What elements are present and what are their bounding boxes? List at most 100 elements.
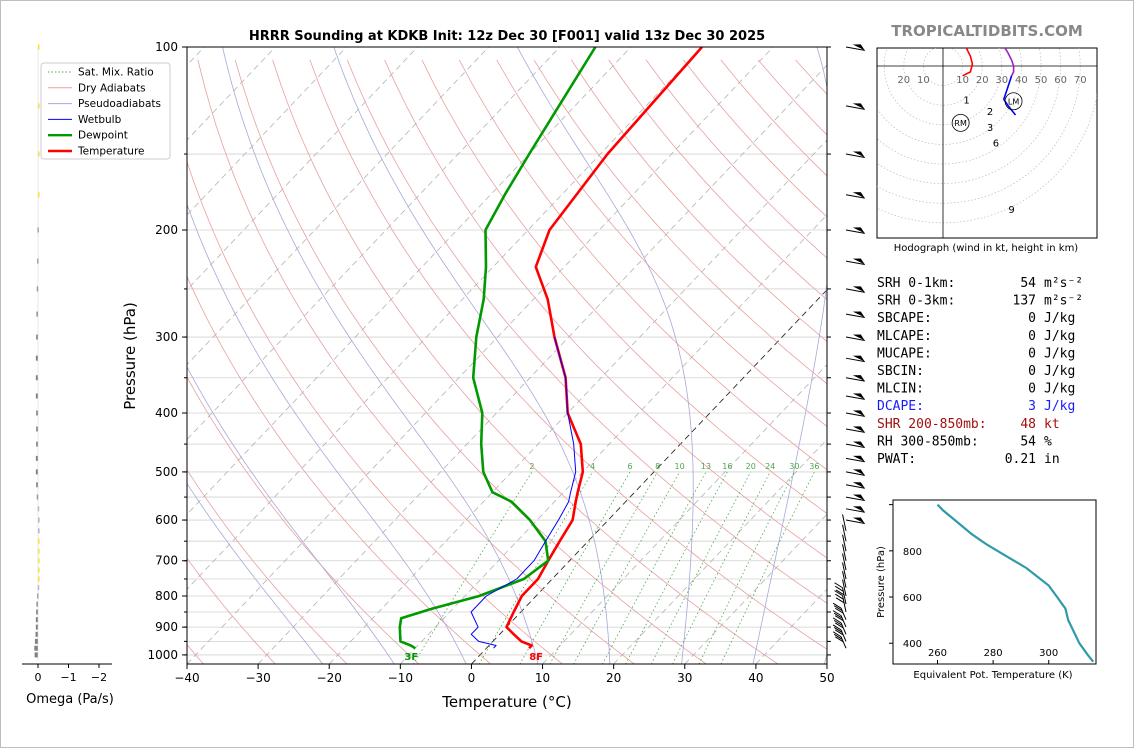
wind-barb-feather	[834, 629, 844, 636]
theta-e-y-label: Pressure (hPa)	[876, 546, 887, 618]
omega-bar	[38, 538, 40, 544]
index-label: DCAPE:	[877, 399, 924, 414]
wind-barb-flag	[852, 192, 865, 199]
hodograph-trace-0-3km	[962, 48, 974, 77]
dry-adiabat	[421, 59, 827, 515]
pseudoadiabat	[187, 482, 324, 664]
wind-barb-flag	[852, 375, 865, 382]
index-label: SBCIN:	[877, 364, 924, 379]
omega-bar	[36, 410, 38, 416]
hodograph-trace-9km+	[1003, 75, 1017, 116]
wind-barb-feather	[834, 590, 843, 597]
index-unit: m²s⁻²	[1044, 294, 1083, 309]
index-label: PWAT:	[877, 452, 916, 467]
mixing-ratio-line	[698, 471, 795, 664]
isotherm	[257, 64, 827, 664]
wind-barb-staff	[845, 519, 865, 524]
skewt-ticks: −40 −30 −20 −10 0 10 20 30 40 50 100 200 300 400 500 60…	[147, 40, 834, 685]
omega-panel: 0 −1 −2	[22, 44, 112, 684]
index-value: 0	[1028, 311, 1036, 326]
skewt-profiles: 3F 8F	[398, 47, 703, 663]
wind-barb-feather	[833, 633, 843, 640]
x-tick-label: 50	[819, 671, 834, 685]
dry-adiabat	[346, 59, 827, 604]
index-label: SRH 0-3km:	[877, 294, 955, 309]
wind-barb-staff	[845, 357, 865, 363]
index-value: 3	[1028, 399, 1036, 414]
theta-y-tick-label: 800	[903, 547, 922, 558]
dry-adiabat	[197, 59, 635, 664]
wind-barb-staff	[842, 553, 847, 571]
omega-bar	[38, 103, 40, 109]
wind-barb-feather	[832, 617, 842, 624]
mixing-ratio-line	[413, 471, 533, 664]
wind-barb-staff	[845, 457, 865, 463]
wind-barb-staff	[845, 260, 865, 266]
mixing-ratio-label: 2	[529, 462, 534, 471]
dry-adiabat	[187, 160, 563, 664]
isotherm	[187, 47, 561, 441]
index-label: MLCAPE:	[877, 329, 932, 344]
wind-barb-feather	[833, 612, 843, 619]
wind-barb-flag	[852, 517, 865, 524]
wind-barb-feather	[834, 607, 844, 614]
wind-barb-feather	[834, 622, 844, 629]
index-value: 0	[1028, 346, 1036, 361]
isotherm	[328, 139, 827, 664]
omega-bar	[37, 585, 40, 591]
y-tick-label: 600	[155, 513, 178, 527]
skewt-y-label: Pressure (hPa)	[121, 302, 139, 410]
legend-label: Pseudoadiabats	[78, 98, 161, 110]
mixing-ratio-line	[519, 471, 631, 664]
wind-barb-feather	[835, 589, 845, 596]
omega-bar	[35, 375, 38, 381]
hodograph-ring-label: 30	[995, 75, 1008, 86]
theta-e-line	[936, 503, 1095, 663]
wind-barb-feather	[833, 627, 843, 633]
wind-barb-staff	[842, 562, 847, 580]
theta-x-tick-label: 280	[984, 648, 1003, 659]
wind-barb-staff	[845, 508, 865, 513]
mixing-ratio-line	[573, 471, 680, 664]
surface-dewpoint-label: 3F	[404, 652, 418, 663]
x-tick-label: −40	[174, 671, 199, 685]
skewt-background: 2 4 6 8 10 13 16 20 24 30 36	[187, 47, 827, 664]
wind-barb-flag	[838, 518, 850, 536]
legend-box	[40, 62, 171, 160]
mixing-ratio-label: 24	[765, 462, 775, 471]
isotherm	[471, 289, 827, 664]
dry-adiabat	[234, 59, 707, 664]
wind-barb-flag	[838, 538, 850, 556]
omega-bar	[35, 631, 38, 637]
isotherm	[684, 513, 827, 664]
omega-bar	[34, 638, 38, 644]
wind-barb-feather	[834, 636, 844, 643]
wind-barb-staff	[845, 412, 865, 417]
wind-barb-staff	[842, 587, 847, 605]
y-tick-label: 300	[155, 330, 178, 344]
mixing-ratio-label: 36	[809, 462, 819, 471]
omega-bar	[36, 601, 38, 607]
wind-barb-flag	[852, 426, 865, 433]
mixing-ratio-label: 30	[789, 462, 799, 471]
y-tick-label: 400	[155, 406, 178, 420]
omega-tick-label: −2	[91, 671, 107, 684]
omega-bar	[38, 151, 40, 157]
x-tick-label: 30	[677, 671, 692, 685]
mixing-ratio-label: 13	[701, 462, 711, 471]
omega-bar	[38, 528, 40, 534]
wind-barb-flag	[852, 455, 865, 462]
index-value: 0.21	[1005, 452, 1036, 467]
index-value: 0	[1028, 382, 1036, 397]
omega-bar	[36, 426, 38, 432]
dry-adiabat	[187, 275, 491, 664]
index-unit: %	[1044, 434, 1052, 449]
wind-barb-feather	[834, 615, 844, 622]
theta-x-tick-label: 260	[928, 648, 947, 659]
skewt-x-label: Temperature (°C)	[441, 693, 571, 711]
wind-barb-feather	[835, 593, 844, 600]
wind-barb-flag	[838, 565, 850, 583]
wind-barb-flag	[852, 393, 865, 400]
storm-motion-label: RM	[954, 119, 967, 128]
wind-barb-flag	[852, 494, 865, 501]
